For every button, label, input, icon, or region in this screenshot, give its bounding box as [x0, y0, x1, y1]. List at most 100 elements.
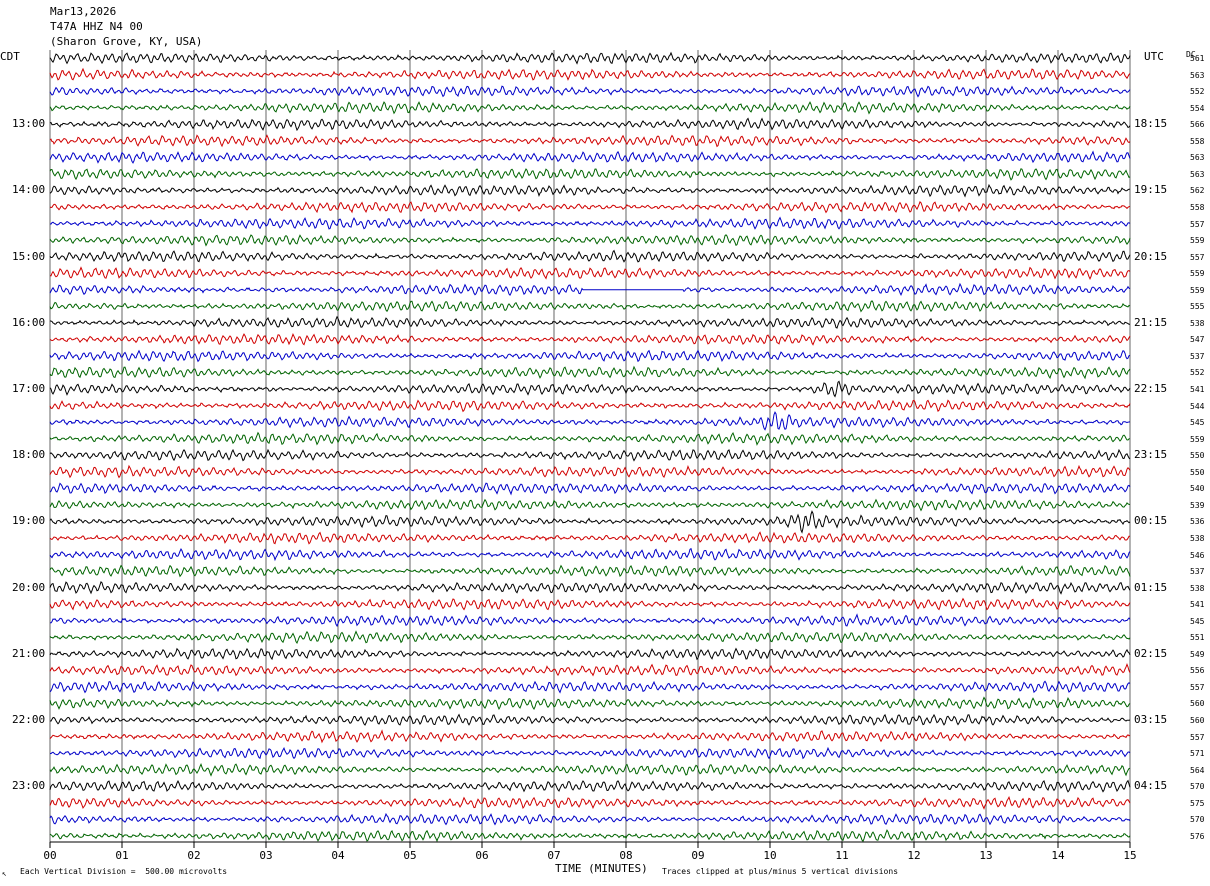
trace-line	[49, 762, 1131, 777]
dc-offset-value: 547	[1190, 335, 1205, 345]
dc-offset-value: 545	[1190, 616, 1205, 626]
seismic-traces	[49, 51, 1131, 843]
trace-line	[49, 216, 1131, 230]
dc-offset-value: 552	[1190, 87, 1205, 97]
right-hour-label: 19:15	[1134, 183, 1168, 197]
trace-line	[49, 630, 1131, 645]
right-hour-label: 00:15	[1134, 514, 1168, 528]
trace-line	[49, 662, 1131, 677]
x-axis-ticks: 00 01 02 03 04 05 06 07 08 09 10 11 12 13 14 15	[43, 841, 1137, 862]
dc-offset-value: 538	[1190, 318, 1205, 328]
chart-date: Mar13,2026	[50, 5, 117, 18]
dc-offset-value: 550	[1190, 451, 1205, 461]
trace-line	[49, 117, 1131, 132]
dc-offset-value: 538	[1190, 533, 1205, 543]
trace-line	[49, 547, 1131, 562]
dc-offset-value: 557	[1190, 682, 1205, 692]
dc-offset-value: 558	[1190, 202, 1205, 212]
dc-offset-value: 560	[1190, 716, 1205, 725]
left-hour-label: 18:00	[12, 448, 46, 462]
dc-offset-value: 575	[1190, 798, 1205, 808]
dc-offset-value: 558	[1190, 136, 1205, 146]
right-hour-label: 03:15	[1134, 713, 1168, 726]
dc-offset-value: 561	[1190, 54, 1205, 63]
minute-grid	[49, 50, 1131, 842]
dc-offset-value: 537	[1190, 567, 1205, 577]
scale-marker-icon: ↖	[2, 869, 7, 878]
dc-offset-value: 559	[1190, 236, 1205, 246]
left-hour-label: 14:00	[12, 183, 46, 197]
left-hour-label: 21:00	[12, 646, 46, 660]
trace-line	[49, 365, 1131, 380]
trace-line	[49, 183, 1131, 198]
dc-offset-value: 563	[1190, 70, 1205, 80]
trace-line	[49, 464, 1131, 479]
right-hour-label: 04:15	[1134, 779, 1168, 793]
dc-offset-value: 557	[1190, 219, 1205, 229]
dc-offset-value: 560	[1190, 699, 1205, 709]
trace-line	[49, 482, 1131, 496]
trace-line	[49, 168, 1131, 181]
dc-offset-value: 552	[1190, 368, 1205, 378]
trace-line	[49, 85, 1131, 98]
dc-offset-value: 539	[1190, 500, 1205, 510]
x-tick-label: 02	[187, 849, 200, 862]
trace-line	[49, 448, 1131, 462]
x-tick-label: 05	[403, 849, 416, 862]
trace-line	[49, 380, 1131, 398]
trace-line	[49, 333, 1131, 346]
station-location: (Sharon Grove, KY, USA)	[50, 35, 203, 48]
trace-line	[49, 729, 1131, 744]
left-hour-label: 22:00	[12, 713, 46, 726]
dc-offset-value: 549	[1190, 649, 1205, 659]
dc-offset-value: 541	[1190, 600, 1205, 610]
left-timezone-label: CDT	[0, 50, 20, 63]
dc-offset-value: 540	[1190, 484, 1205, 494]
trace-line	[49, 581, 1131, 595]
dc-offset-value: 559	[1190, 269, 1205, 279]
x-tick-label: 14	[1051, 849, 1065, 862]
dc-offset-value: 538	[1190, 583, 1205, 593]
x-tick-label: 13	[979, 849, 992, 862]
dc-offset-value: 545	[1190, 418, 1205, 428]
trace-line	[49, 411, 1131, 431]
trace-line	[49, 349, 1131, 363]
right-hour-label: 20:15	[1134, 249, 1168, 263]
trace-line	[49, 150, 1131, 164]
trace-line	[49, 201, 1131, 214]
trace-line	[49, 779, 1131, 793]
trace-line	[49, 680, 1131, 694]
dc-offset-value: 554	[1190, 103, 1205, 113]
trace-line	[49, 597, 1131, 611]
dc-offset-value: 564	[1190, 765, 1205, 775]
trace-line	[49, 796, 1131, 810]
trace-line	[49, 498, 1131, 512]
dc-offset-value: 544	[1190, 401, 1205, 411]
trace-line	[49, 249, 1131, 263]
dc-offset-value: 546	[1190, 550, 1205, 560]
trace-line	[49, 647, 1131, 661]
dc-offset-value: 541	[1190, 385, 1205, 394]
x-tick-label: 11	[835, 849, 848, 862]
x-tick-label: 07	[547, 849, 560, 862]
station-code: T47A HHZ N4 00	[50, 20, 143, 33]
trace-line	[49, 531, 1130, 545]
trace-line	[49, 399, 1131, 413]
trace-line	[49, 510, 1131, 534]
trace-line	[49, 746, 1131, 760]
x-tick-label: 10	[763, 849, 776, 862]
x-tick-label: 06	[475, 849, 488, 862]
vertical-division-note: Each Vertical Division = 500.00 microvol…	[20, 867, 228, 876]
left-hour-label: 13:00	[12, 117, 46, 131]
trace-line	[49, 67, 1131, 81]
trace-line	[49, 431, 1131, 446]
trace-line	[49, 234, 1131, 247]
x-axis-title: TIME (MINUTES)	[555, 862, 648, 875]
dc-offset-value: 570	[1190, 782, 1205, 792]
right-timezone-label: UTC	[1144, 50, 1164, 63]
x-tick-label: 03	[259, 849, 272, 862]
dc-offset-value: 562	[1190, 186, 1205, 196]
left-hour-label: 15:00	[12, 249, 46, 263]
trace-line	[49, 613, 1131, 627]
